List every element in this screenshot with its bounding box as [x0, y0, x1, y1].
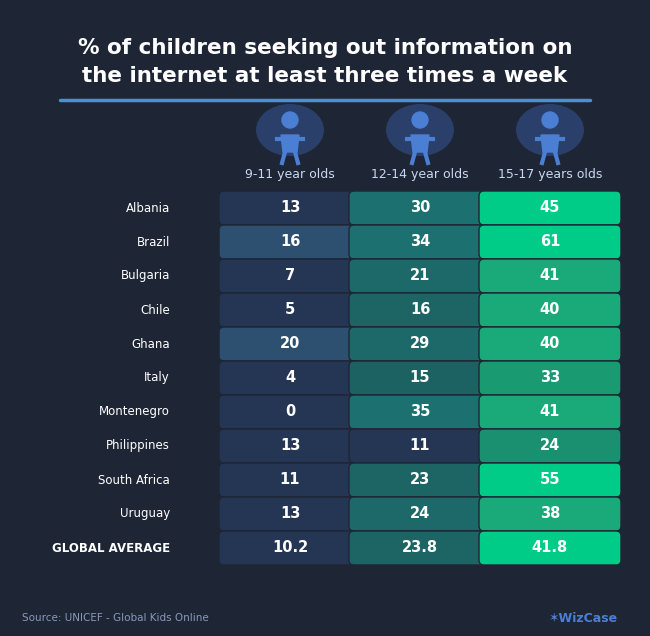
FancyBboxPatch shape — [349, 327, 491, 361]
Ellipse shape — [516, 104, 584, 156]
FancyBboxPatch shape — [219, 497, 361, 531]
Circle shape — [282, 112, 298, 128]
FancyBboxPatch shape — [349, 463, 491, 497]
Text: 13: 13 — [280, 438, 300, 453]
Text: ✶WizCase: ✶WizCase — [549, 611, 618, 625]
FancyBboxPatch shape — [349, 361, 491, 395]
Text: 55: 55 — [540, 473, 560, 488]
Text: 24: 24 — [410, 506, 430, 522]
FancyBboxPatch shape — [479, 293, 621, 327]
Polygon shape — [281, 135, 299, 152]
Text: Brazil: Brazil — [136, 235, 170, 249]
Text: 23: 23 — [410, 473, 430, 488]
FancyBboxPatch shape — [219, 429, 361, 463]
FancyBboxPatch shape — [349, 191, 491, 225]
Circle shape — [412, 112, 428, 128]
Text: 16: 16 — [410, 303, 430, 317]
Text: 0: 0 — [285, 404, 295, 420]
Text: 13: 13 — [280, 506, 300, 522]
FancyBboxPatch shape — [479, 327, 621, 361]
Text: 21: 21 — [410, 268, 430, 284]
Text: Albania: Albania — [125, 202, 170, 214]
FancyBboxPatch shape — [219, 225, 361, 259]
Text: 12-14 year olds: 12-14 year olds — [371, 168, 469, 181]
Text: 29: 29 — [410, 336, 430, 352]
FancyBboxPatch shape — [479, 361, 621, 395]
Text: Philippines: Philippines — [106, 439, 170, 452]
Text: % of children seeking out information on
the internet at least three times a wee: % of children seeking out information on… — [78, 38, 572, 86]
FancyBboxPatch shape — [479, 395, 621, 429]
Circle shape — [542, 112, 558, 128]
Text: 24: 24 — [540, 438, 560, 453]
Text: 41: 41 — [540, 268, 560, 284]
Text: 61: 61 — [540, 235, 560, 249]
FancyBboxPatch shape — [219, 191, 361, 225]
Text: 11: 11 — [280, 473, 300, 488]
FancyBboxPatch shape — [349, 497, 491, 531]
Text: Bulgaria: Bulgaria — [121, 270, 170, 282]
Text: 9-11 year olds: 9-11 year olds — [245, 168, 335, 181]
Text: 30: 30 — [410, 200, 430, 216]
FancyBboxPatch shape — [349, 531, 491, 565]
Text: 7: 7 — [285, 268, 295, 284]
Text: South Africa: South Africa — [98, 473, 170, 487]
FancyBboxPatch shape — [349, 429, 491, 463]
FancyBboxPatch shape — [349, 225, 491, 259]
Ellipse shape — [256, 104, 324, 156]
Text: Ghana: Ghana — [131, 338, 170, 350]
Text: 4: 4 — [285, 371, 295, 385]
Text: 15: 15 — [410, 371, 430, 385]
FancyBboxPatch shape — [479, 225, 621, 259]
FancyBboxPatch shape — [349, 293, 491, 327]
FancyBboxPatch shape — [349, 259, 491, 293]
Text: 16: 16 — [280, 235, 300, 249]
FancyBboxPatch shape — [219, 463, 361, 497]
Text: 41.8: 41.8 — [532, 541, 568, 555]
Text: 38: 38 — [540, 506, 560, 522]
Polygon shape — [411, 135, 429, 152]
FancyBboxPatch shape — [479, 531, 621, 565]
Text: 34: 34 — [410, 235, 430, 249]
Text: 23.8: 23.8 — [402, 541, 438, 555]
FancyBboxPatch shape — [479, 259, 621, 293]
Text: 11: 11 — [410, 438, 430, 453]
Polygon shape — [541, 135, 559, 152]
Text: 35: 35 — [410, 404, 430, 420]
FancyBboxPatch shape — [219, 361, 361, 395]
FancyBboxPatch shape — [219, 293, 361, 327]
FancyBboxPatch shape — [219, 327, 361, 361]
FancyBboxPatch shape — [219, 395, 361, 429]
Text: 45: 45 — [540, 200, 560, 216]
Text: 40: 40 — [540, 336, 560, 352]
FancyBboxPatch shape — [349, 395, 491, 429]
Text: Chile: Chile — [140, 303, 170, 317]
Text: 13: 13 — [280, 200, 300, 216]
Text: 33: 33 — [540, 371, 560, 385]
Text: 15-17 years olds: 15-17 years olds — [498, 168, 602, 181]
Ellipse shape — [386, 104, 454, 156]
FancyBboxPatch shape — [219, 259, 361, 293]
Text: 10.2: 10.2 — [272, 541, 308, 555]
Text: Italy: Italy — [144, 371, 170, 385]
FancyBboxPatch shape — [479, 429, 621, 463]
FancyBboxPatch shape — [479, 463, 621, 497]
Text: Uruguay: Uruguay — [120, 508, 170, 520]
Text: 5: 5 — [285, 303, 295, 317]
FancyBboxPatch shape — [479, 191, 621, 225]
Text: 20: 20 — [280, 336, 300, 352]
Text: Montenegro: Montenegro — [99, 406, 170, 418]
Text: 41: 41 — [540, 404, 560, 420]
Text: GLOBAL AVERAGE: GLOBAL AVERAGE — [52, 541, 170, 555]
Text: 40: 40 — [540, 303, 560, 317]
FancyBboxPatch shape — [219, 531, 361, 565]
Text: Source: UNICEF - Global Kids Online: Source: UNICEF - Global Kids Online — [22, 613, 209, 623]
FancyBboxPatch shape — [479, 497, 621, 531]
